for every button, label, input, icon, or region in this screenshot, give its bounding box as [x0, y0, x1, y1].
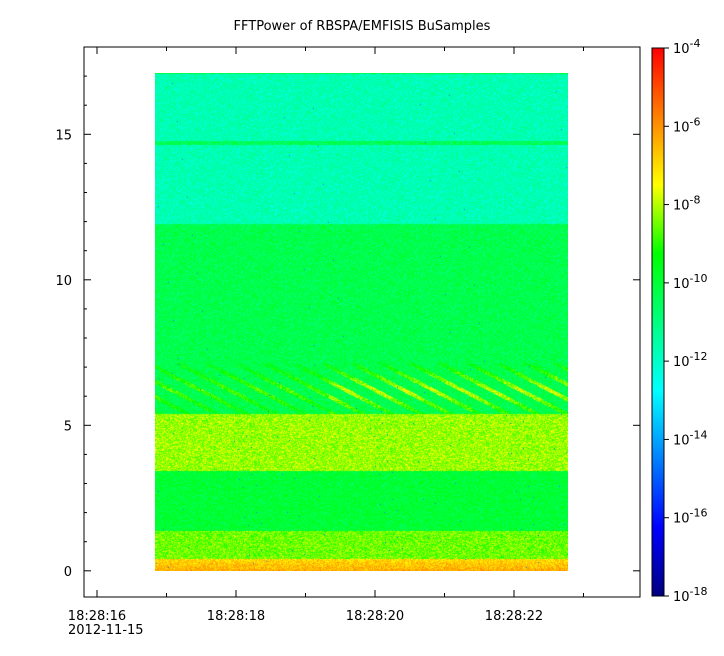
colorbar-tick-label: 10-10: [673, 272, 708, 292]
y-tick-label: 5: [64, 419, 72, 434]
colorbar-tick-label: 10-8: [673, 194, 701, 214]
x-tick-label: 18:28:20: [346, 609, 404, 624]
x-date-label: 2012-11-15: [68, 623, 144, 638]
colorbar-tick-label: 10-16: [673, 507, 708, 527]
y-axis: 0 5 10 15: [55, 75, 640, 580]
colorbar-tick-label: 10-12: [673, 350, 708, 370]
x-tick-label: 18:28:16: [68, 609, 126, 624]
chart-title: FFTPower of RBSPA/EMFISIS BuSamples: [234, 19, 491, 34]
colorbar-tick-label: 10-6: [673, 115, 701, 135]
x-tick-label: 18:28:18: [207, 609, 265, 624]
colorbar-axis: 10-4 10-6 10-8 10-10 10-12 10-14 10-16 10-18: [664, 37, 708, 605]
colorbar-tick-label: 10-4: [673, 37, 701, 57]
y-tick-label: 10: [55, 274, 72, 289]
y-tick-label: 15: [55, 128, 72, 143]
colorbar-frame: [651, 47, 665, 597]
colorbar: [652, 48, 664, 596]
spectrogram-image: [155, 73, 568, 571]
colorbar-tick-label: 10-14: [673, 428, 708, 448]
colorbar-tick-label: 10-18: [673, 585, 708, 605]
y-tick-label: 0: [64, 565, 72, 580]
x-axis: 18:28:16 18:28:18 18:28:20 18:28:22: [68, 47, 584, 624]
x-tick-label: 18:28:22: [485, 609, 543, 624]
